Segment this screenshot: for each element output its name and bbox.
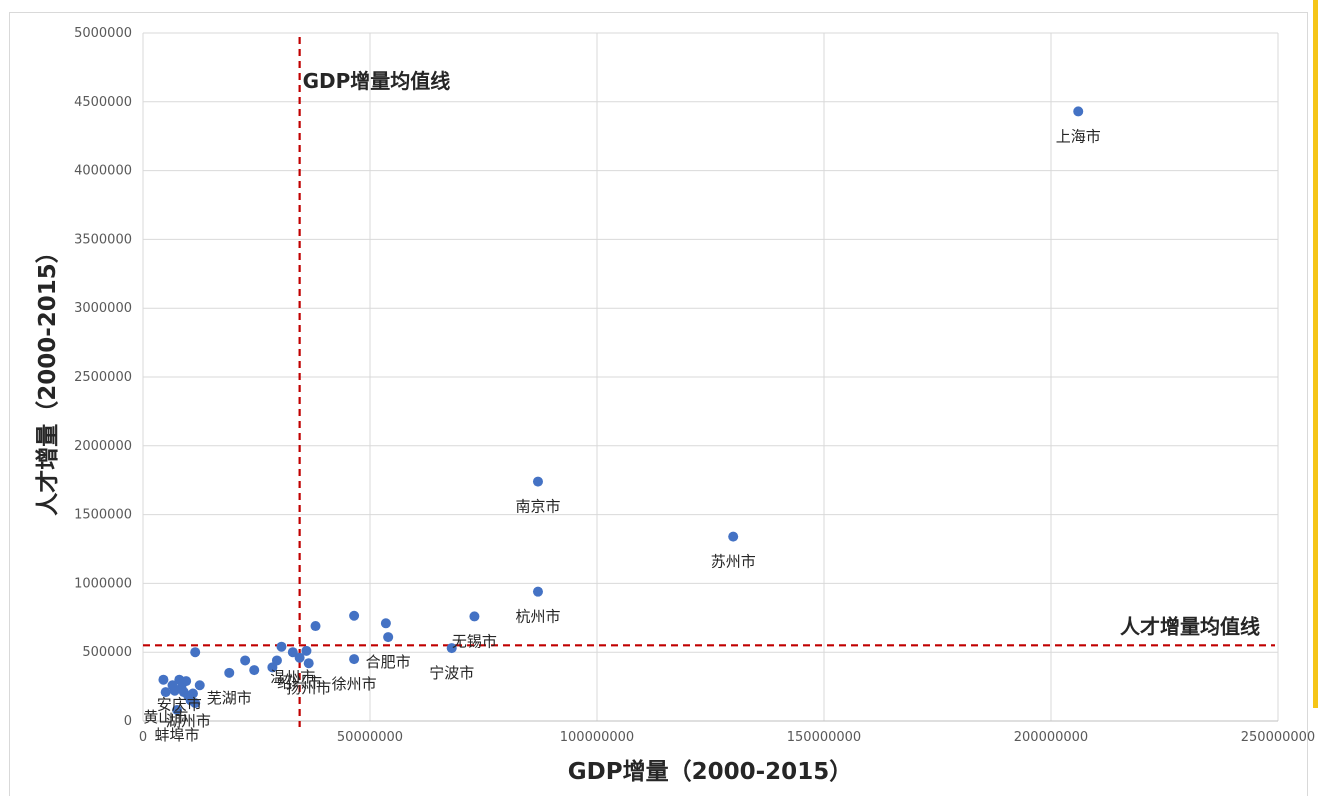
data-point — [194, 680, 205, 691]
y-axis-title: 人才增量（2000-2015） — [34, 240, 61, 516]
data-point — [224, 667, 235, 678]
data-points — [158, 106, 1084, 715]
data-point — [167, 680, 178, 691]
y-tick-label: 1500000 — [74, 508, 132, 523]
point-label: 杭州市 — [515, 608, 560, 626]
point-label: 宁波市 — [429, 664, 474, 682]
point-label: 合肥市 — [366, 653, 411, 671]
y-tick-label: 3000000 — [74, 301, 132, 316]
y-tick-label: 1000000 — [74, 576, 132, 591]
point-label: 上海市 — [1056, 127, 1101, 145]
point-label: 徐州市 — [332, 675, 377, 693]
data-point — [1073, 106, 1084, 117]
data-point — [158, 674, 169, 685]
y-tick-label: 500000 — [82, 645, 132, 660]
y-tick-label: 4000000 — [74, 164, 132, 179]
point-label: 苏州市 — [711, 553, 756, 571]
x-tick-label: 0 — [139, 730, 147, 745]
y-tick-label: 0 — [124, 714, 132, 729]
data-point — [383, 632, 394, 643]
data-point — [240, 655, 251, 666]
data-point — [190, 698, 201, 709]
talent-mean-line-label: 人才增量均值线 — [1120, 614, 1260, 638]
y-tick-label: 2000000 — [74, 439, 132, 454]
point-label: 南京市 — [515, 498, 560, 516]
y-tick-label: 2500000 — [74, 370, 132, 385]
data-point — [176, 682, 187, 693]
data-point — [249, 665, 260, 676]
accent-bar — [1313, 0, 1318, 708]
point-label: 温州市 — [270, 668, 315, 686]
data-point — [380, 618, 391, 629]
data-point — [172, 704, 183, 715]
point-label: 湖州市 — [166, 712, 211, 730]
data-point — [728, 531, 739, 542]
data-point — [469, 611, 480, 622]
tick-labels: 0 500000 1000000 1500000 2000000 2500000 30000… — [74, 26, 1315, 745]
point-labels: 上海市南京市苏州市杭州市无锡市宁波市合肥市徐州市温州市扬州市绍兴市芜湖市安庆市湖… — [143, 127, 1101, 744]
data-point — [301, 645, 312, 656]
data-point — [349, 654, 360, 665]
y-tick-label: 5000000 — [74, 26, 132, 41]
point-label: 绍兴市 — [277, 674, 322, 692]
y-tick-label: 3500000 — [74, 232, 132, 247]
y-tick-label: 4500000 — [74, 95, 132, 110]
data-point — [294, 652, 305, 663]
data-point — [310, 621, 321, 632]
chart-frame — [9, 12, 1308, 800]
data-point — [267, 662, 278, 673]
data-point — [303, 658, 314, 669]
data-point — [287, 647, 298, 658]
point-label: 无锡市 — [452, 632, 497, 650]
point-label: 扬州市 — [286, 679, 331, 697]
gdp-mean-line-label: GDP增量均值线 — [303, 69, 451, 93]
data-point — [160, 687, 171, 698]
x-tick-label: 200000000 — [1014, 730, 1088, 745]
point-label: 安庆市 — [157, 696, 202, 714]
data-point — [446, 643, 457, 654]
data-point — [190, 647, 201, 658]
data-point — [532, 476, 543, 487]
x-tick-label: 250000000 — [1241, 730, 1315, 745]
x-tick-label: 100000000 — [560, 730, 634, 745]
x-axis-title: GDP增量（2000-2015） — [568, 758, 852, 785]
x-tick-label: 150000000 — [787, 730, 861, 745]
x-tick-label: 50000000 — [337, 730, 403, 745]
data-point — [276, 641, 287, 652]
data-point — [349, 610, 360, 621]
point-label: 芜湖市 — [207, 689, 252, 707]
point-label: 蚌埠市 — [155, 726, 200, 744]
point-label: 黄山市 — [143, 708, 188, 726]
grid-lines — [142, 32, 1279, 722]
data-point — [532, 586, 543, 597]
